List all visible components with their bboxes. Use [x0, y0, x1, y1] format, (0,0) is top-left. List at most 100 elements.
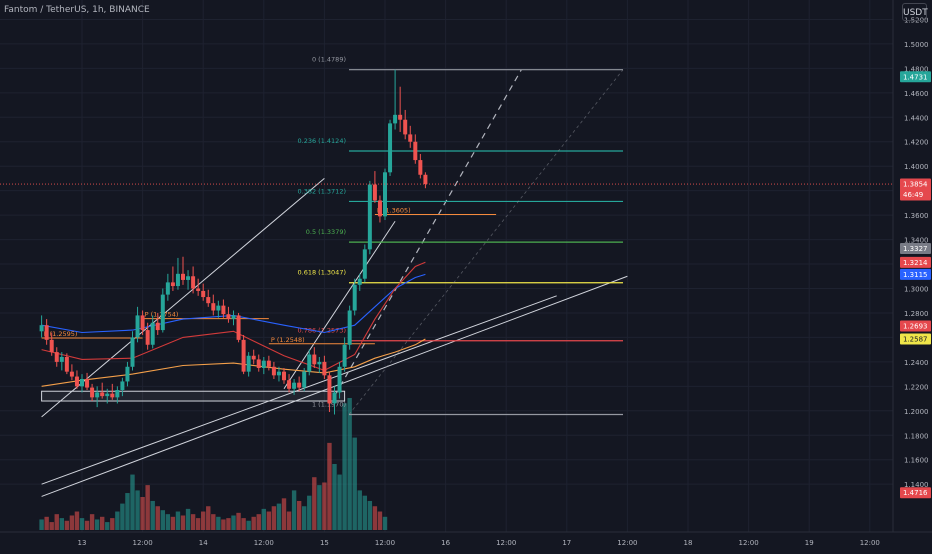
- candle-body: [196, 288, 201, 291]
- candle-body: [216, 305, 221, 311]
- fib-level-label: 0.618 (1.3047): [298, 269, 347, 277]
- volume-bar: [54, 514, 59, 530]
- volume-bar: [281, 498, 287, 530]
- volume-bar: [236, 512, 241, 530]
- candle-body: [59, 356, 64, 362]
- volume-bar: [377, 511, 383, 530]
- volume-bar: [317, 485, 322, 530]
- currency-badge[interactable]: USDT: [902, 3, 928, 21]
- volume-bar: [246, 520, 251, 530]
- candle-body: [110, 393, 115, 398]
- volume-bar: [100, 516, 105, 530]
- volume-bar: [79, 518, 85, 530]
- price-tag: [900, 256, 931, 268]
- fib-trend-line: [348, 69, 624, 415]
- volume-bar: [367, 500, 373, 530]
- candle-body: [317, 361, 322, 365]
- time-axis-label: 19: [805, 539, 814, 547]
- trend-line: [283, 220, 396, 390]
- volume-bar: [190, 514, 196, 530]
- candle-body: [90, 387, 95, 398]
- price-tag-value: 1.4716: [903, 489, 928, 497]
- pivot-label: P (1.2595): [44, 330, 78, 338]
- fib-level-label: 0.382 (1.3712): [298, 187, 347, 195]
- candle-body: [362, 249, 367, 279]
- volume-bar: [44, 516, 49, 530]
- candle-body: [408, 134, 413, 142]
- candle-body: [191, 276, 196, 289]
- price-axis-label: 1.3400: [904, 237, 929, 245]
- volume-bar: [125, 493, 130, 530]
- volume-bar: [115, 511, 120, 530]
- volume-bar: [357, 490, 362, 530]
- volume-bar: [39, 519, 44, 530]
- price-tag-value: 1.3115: [903, 271, 928, 279]
- price-tag: [900, 333, 931, 345]
- time-axis-label: 16: [441, 539, 450, 547]
- price-tag-value: 1.4731: [903, 73, 928, 81]
- moving-average-line: [41, 261, 426, 371]
- price-tag-countdown: 46:49: [903, 191, 923, 199]
- candle-body: [105, 393, 110, 397]
- candle-body: [403, 119, 408, 135]
- time-axis-label: 13: [78, 539, 87, 547]
- candle-body: [145, 330, 150, 345]
- candle-body: [85, 379, 90, 388]
- candle-body: [125, 366, 130, 382]
- candle-body: [100, 392, 105, 397]
- price-tag: [900, 320, 931, 332]
- price-tag-value: 1.3854: [903, 181, 928, 189]
- candle-body: [150, 322, 155, 345]
- candle-body: [74, 376, 79, 387]
- volume-bar: [271, 506, 277, 530]
- volume-bar: [286, 511, 292, 530]
- candle-body: [393, 114, 398, 124]
- volume-bar: [145, 485, 150, 530]
- candle-body: [175, 273, 180, 287]
- time-axis-label: 12:00: [860, 539, 880, 547]
- candle-body: [54, 352, 59, 362]
- candle-body: [347, 310, 352, 345]
- candle-body: [256, 359, 261, 368]
- candle-body: [423, 174, 428, 185]
- volume-bar: [251, 516, 256, 530]
- candle-body: [170, 282, 175, 287]
- price-axis-label: 1.4200: [904, 139, 929, 147]
- volume-bar: [69, 515, 75, 530]
- price-axis-label: 1.4000: [904, 163, 929, 171]
- price-tag-value: 1.3214: [903, 259, 928, 267]
- pivot-label: P (1.2548): [271, 336, 305, 344]
- time-axis-label: 12:00: [254, 539, 274, 547]
- candle-body: [181, 273, 185, 280]
- volume-bar: [84, 520, 90, 530]
- volume-bar: [110, 518, 115, 530]
- volume-bar: [216, 516, 221, 530]
- trend-line: [41, 178, 325, 418]
- volume-bar: [170, 516, 176, 530]
- candle-body: [226, 314, 231, 320]
- time-axis-label: 12:00: [496, 539, 516, 547]
- volume-bar: [120, 503, 125, 530]
- price-tag: [900, 243, 931, 255]
- volume-bar: [105, 522, 110, 530]
- price-tag-value: 1.2693: [903, 323, 928, 331]
- volume-bar: [347, 398, 352, 530]
- fib-level-label: 0.5 (1.3379): [306, 228, 346, 236]
- volume-bar: [59, 518, 64, 530]
- candle-body: [251, 355, 256, 360]
- price-axis-label: 1.1800: [904, 432, 929, 440]
- volume-bar: [160, 510, 165, 530]
- candle-body: [292, 382, 297, 389]
- price-axis-label: 1.4600: [904, 90, 929, 98]
- candle-body: [246, 355, 251, 372]
- volume-bar: [312, 477, 317, 530]
- volume-bar: [155, 506, 160, 530]
- price-axis-label: 1.4400: [904, 114, 929, 122]
- candle-body: [261, 360, 266, 368]
- price-axis-label: 1.1400: [904, 481, 929, 489]
- candle-body: [383, 172, 387, 217]
- candle-body: [236, 315, 241, 340]
- volume-bar: [382, 516, 388, 530]
